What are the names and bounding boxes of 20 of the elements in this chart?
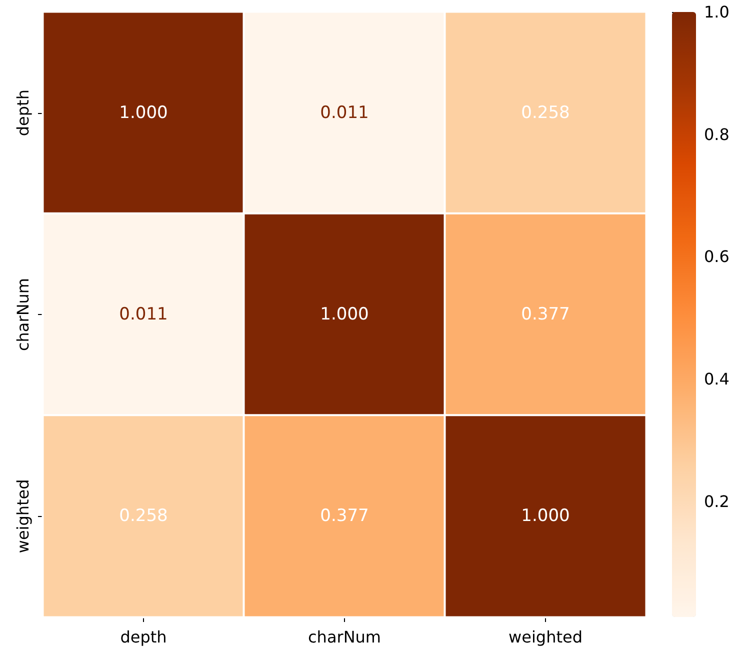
color-bar-label: 0.2 (704, 492, 730, 511)
color-bar-label: 0.6 (704, 247, 730, 266)
x-tick-label: charNum (308, 628, 382, 646)
data-label: 0.011 (119, 304, 168, 324)
color-bar-label: 0.4 (704, 370, 730, 389)
y-tick-label: weighted (14, 479, 32, 554)
data-label: 0.011 (320, 102, 369, 123)
data-label: 1.000 (521, 506, 570, 526)
data-label: 0.258 (119, 506, 168, 526)
data-label: 0.377 (521, 304, 570, 324)
data-label: 0.377 (320, 506, 369, 526)
color-bar-label: 1.0 (704, 2, 730, 22)
y-tick-label: charNum (14, 278, 32, 352)
data-label: 1.000 (119, 102, 168, 123)
x-tick-label: weighted (508, 628, 582, 646)
x-tick-label: depth (120, 628, 167, 646)
color-bar-label: 0.8 (704, 124, 730, 144)
y-tick-label: depth (14, 90, 32, 136)
data-label: 1.000 (320, 304, 369, 324)
data-label: 0.258 (521, 102, 570, 123)
